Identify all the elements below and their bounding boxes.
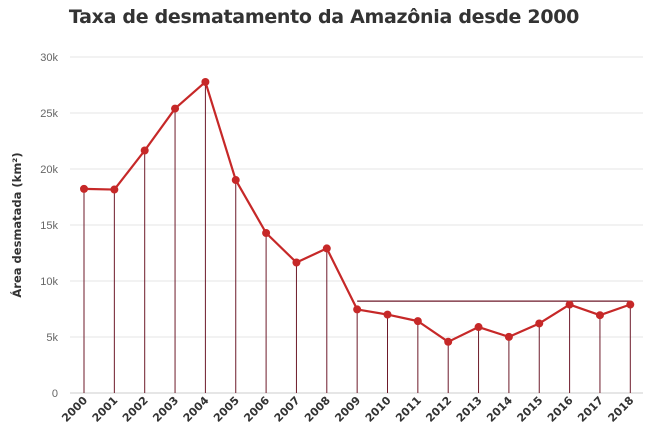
y-axis-title: Área desmatada (km²) [9,152,24,297]
x-tick-label: 2018 [606,394,637,425]
x-tick-label: 2011 [393,394,424,425]
data-point [353,305,362,314]
x-tick-label: 2014 [484,394,515,425]
x-tick-label: 2003 [150,394,181,425]
data-point [292,258,301,267]
data-point [444,337,453,346]
data-point [110,185,119,194]
x-tick-label: 2000 [59,394,90,425]
series-line [83,80,631,343]
x-tick-label: 2008 [302,394,333,425]
x-tick-label: 2006 [241,394,272,425]
y-tick-label: 10k [40,276,58,288]
data-point [535,319,544,328]
x-tick-label: 2016 [545,394,576,425]
data-point [80,184,88,193]
y-tick-label: 15k [40,220,58,232]
data-point [322,244,331,253]
data-point [383,310,392,319]
data-point [201,77,210,86]
x-tick-label: 2010 [363,394,394,425]
x-tick-label: 2017 [575,394,606,425]
y-tick-label: 30k [40,52,58,64]
data-point [595,311,604,320]
data-point [413,317,422,326]
data-point [140,146,149,155]
x-tick-label: 2002 [120,394,151,425]
x-tick-label: 2001 [90,394,121,425]
x-tick-label: 2012 [423,394,454,425]
y-tick-label: 5k [46,332,58,344]
y-tick-label: 25k [40,108,58,120]
x-tick-label: 2007 [272,394,303,425]
x-tick-label: 2013 [454,394,485,425]
y-tick-label: 0 [52,388,58,400]
x-tick-label: 2005 [211,394,242,425]
data-point [171,104,180,113]
y-tick-label: 20k [40,164,58,176]
data-point [231,176,240,185]
chart-title: Taxa de desmatamento da Amazônia desde 2… [68,6,580,28]
data-point [565,300,574,309]
x-tick-label: 2015 [515,394,546,425]
data-point [474,323,483,332]
x-tick-label: 2004 [181,394,212,425]
data-point [504,332,513,341]
data-point [626,300,635,309]
x-tick-label: 2009 [332,394,363,425]
data-point [262,228,271,237]
